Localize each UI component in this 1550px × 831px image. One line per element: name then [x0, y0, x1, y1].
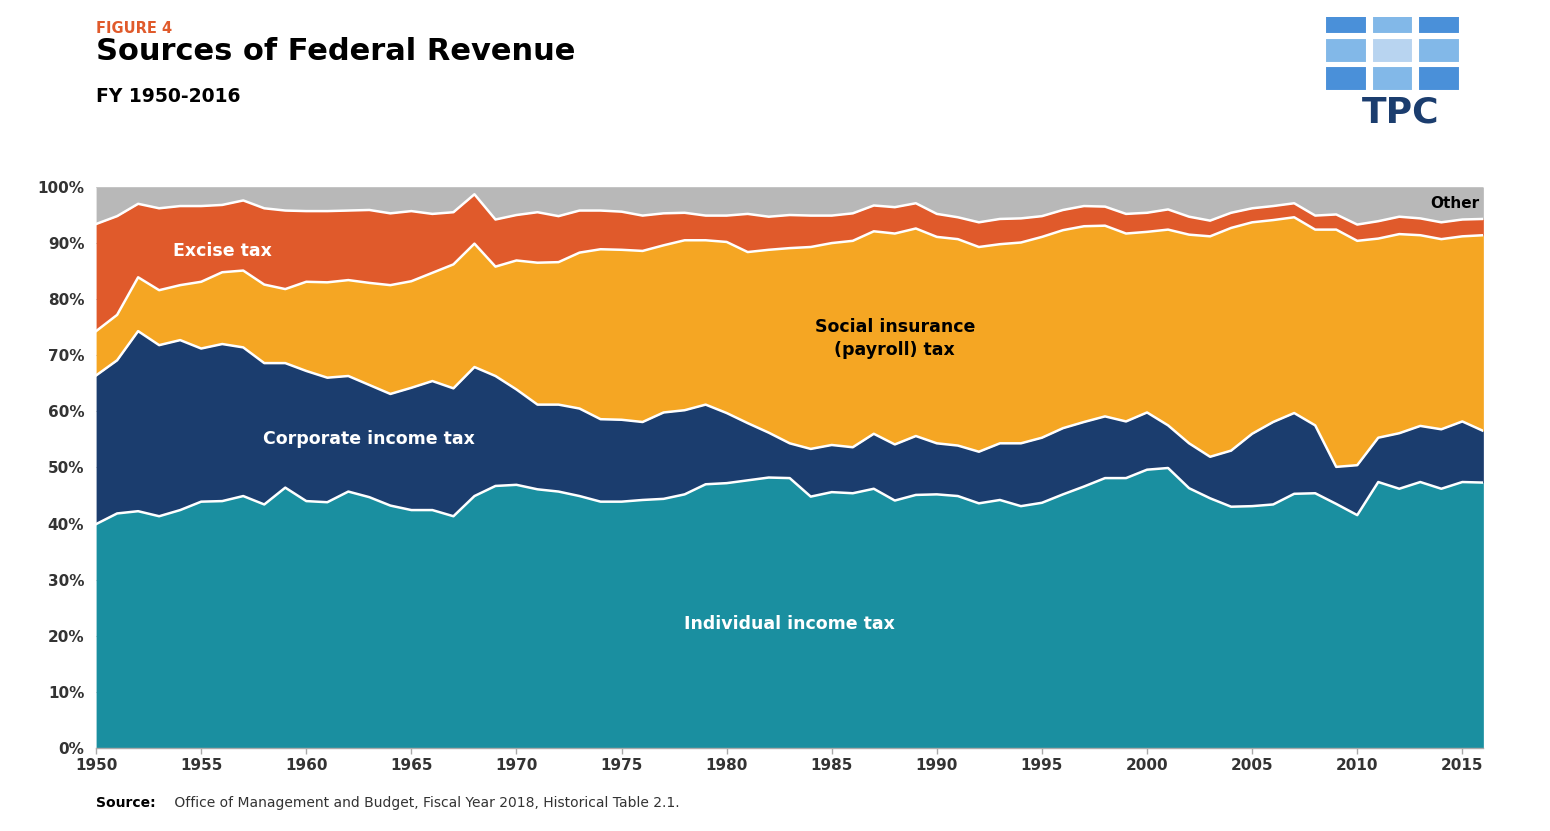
Text: Sources of Federal Revenue: Sources of Federal Revenue: [96, 37, 575, 66]
Text: Source:: Source:: [96, 796, 155, 810]
Text: Office of Management and Budget, Fiscal Year 2018, Historical Table 2.1.: Office of Management and Budget, Fiscal …: [170, 796, 680, 810]
Text: Other: Other: [1431, 196, 1479, 211]
Text: FY 1950-2016: FY 1950-2016: [96, 87, 240, 106]
Text: Excise tax: Excise tax: [172, 243, 271, 260]
Bar: [1418, 37, 1460, 63]
Bar: [1325, 9, 1367, 34]
Bar: [1372, 66, 1414, 91]
Bar: [1325, 66, 1367, 91]
Text: Individual income tax: Individual income tax: [684, 616, 896, 633]
Text: TPC: TPC: [1361, 96, 1438, 130]
Bar: [1325, 37, 1367, 63]
Text: Corporate income tax: Corporate income tax: [264, 430, 476, 449]
Bar: [1418, 9, 1460, 34]
Text: Social insurance
(payroll) tax: Social insurance (payroll) tax: [815, 317, 975, 359]
Bar: [1418, 66, 1460, 91]
Text: FIGURE 4: FIGURE 4: [96, 21, 172, 36]
Bar: [1372, 9, 1414, 34]
Bar: [1372, 37, 1414, 63]
